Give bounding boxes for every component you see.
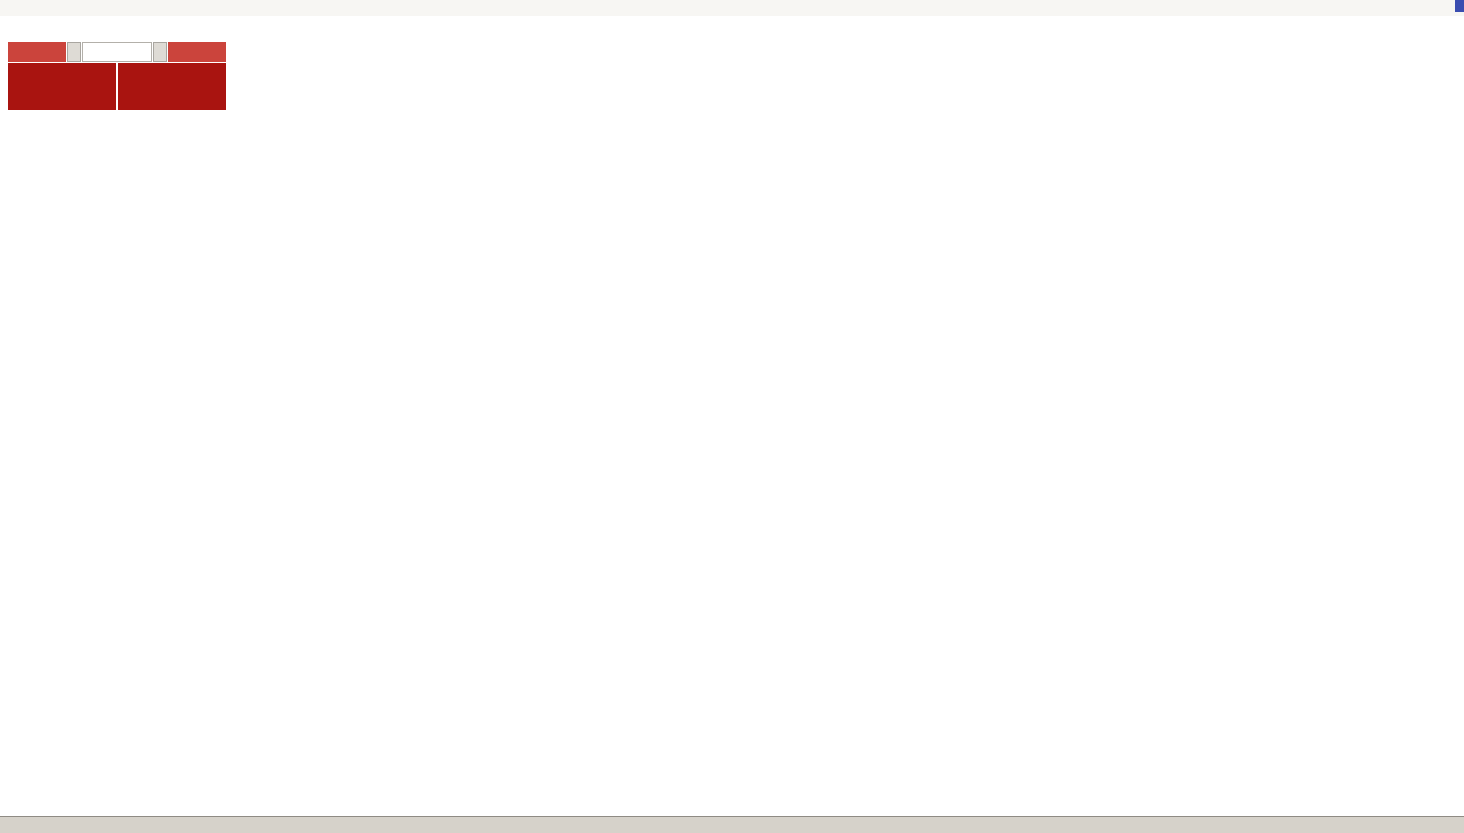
buy-price-display[interactable] <box>118 63 226 110</box>
timeframe-toolbar <box>0 0 1464 16</box>
date-axis[interactable] <box>0 797 1427 813</box>
window-corner <box>1455 0 1464 12</box>
price-axis[interactable] <box>1428 0 1464 816</box>
chart-tabs-bar <box>0 816 1464 833</box>
trade-controls-row <box>8 42 226 62</box>
volume-increase-button[interactable] <box>153 42 167 62</box>
buy-button[interactable] <box>168 42 226 62</box>
sell-price-display[interactable] <box>8 63 116 110</box>
sell-button[interactable] <box>8 42 66 62</box>
chart-header <box>8 23 20 35</box>
volume-input[interactable] <box>82 42 152 62</box>
one-click-trading-panel <box>8 42 226 110</box>
volume-decrease-button[interactable] <box>67 42 81 62</box>
trade-prices-row <box>8 63 226 110</box>
